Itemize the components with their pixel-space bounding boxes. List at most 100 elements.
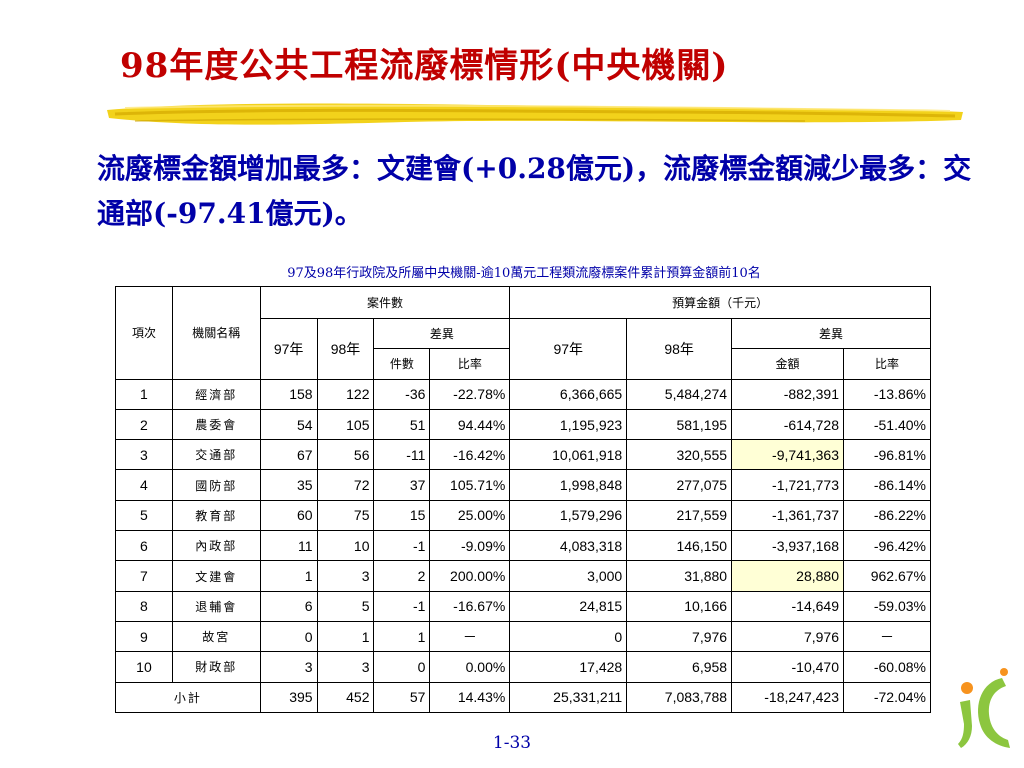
cell-cases-ratio: 94.44% <box>429 408 511 441</box>
header-cases-98: 98年 <box>316 318 375 380</box>
cell-budget-97: 17,428 <box>509 651 628 683</box>
cell-budget-98: 5,484,274 <box>626 378 733 410</box>
cell-rank: 10 <box>115 651 173 683</box>
cell-budget-98: 31,880 <box>626 560 733 592</box>
cell-rank: 7 <box>115 560 173 592</box>
subtotal-label: 小計 <box>115 681 261 713</box>
cell-cases-diff: 37 <box>373 469 431 501</box>
cell-cases-98: 5 <box>316 590 375 622</box>
cell-cases-97: 11 <box>259 530 318 562</box>
cell-budget-ratio: -51.40% <box>843 408 931 441</box>
cell-cases-97: 3 <box>259 651 318 683</box>
cell-budget-97: 1,998,848 <box>509 469 628 501</box>
cell-budget-97: 3,000 <box>509 560 628 592</box>
subtotal-cases-98: 452 <box>316 681 375 713</box>
table-row: 6 內政部 11 10 -1 -9.09% 4,083,318 146,150 … <box>115 530 931 562</box>
cell-cases-diff: -1 <box>373 590 431 622</box>
cell-cases-diff: -36 <box>373 378 431 410</box>
cell-budget-ratio: 962.67% <box>843 560 931 592</box>
cell-cases-97: 6 <box>259 590 318 622</box>
table-row: 7 文建會 1 3 2 200.00% 3,000 31,880 28,880 … <box>115 560 931 592</box>
cell-cases-diff: 51 <box>373 408 431 441</box>
cell-budget-ratio: -96.81% <box>843 439 931 471</box>
header-budget: 預算金額（千元） <box>509 286 931 319</box>
cell-cases-98: 75 <box>316 499 375 532</box>
cell-budget-diff: -10,470 <box>731 651 844 683</box>
cell-agency: 經濟部 <box>171 378 261 410</box>
header-cases-ratio: 比率 <box>429 348 511 380</box>
cell-cases-98: 1 <box>316 620 375 653</box>
header-cases-count: 件數 <box>373 348 431 380</box>
cell-rank: 2 <box>115 408 173 441</box>
cell-budget-97: 24,815 <box>509 590 628 622</box>
cell-cases-97: 1 <box>259 560 318 592</box>
cell-rank: 8 <box>115 590 173 622</box>
cell-cases-diff: 0 <box>373 651 431 683</box>
cell-agency: 內政部 <box>171 530 261 562</box>
cell-budget-98: 217,559 <box>626 499 733 532</box>
cell-cases-diff: -11 <box>373 439 431 471</box>
cell-cases-98: 3 <box>316 560 375 592</box>
header-budget-amount: 金額 <box>731 348 844 380</box>
table-caption: 97及98年行政院及所屬中央機關-逾10萬元工程類流廢標案件累計預算金額前10名 <box>287 266 761 281</box>
header-budget-98: 98年 <box>626 318 733 380</box>
table-row: 9 故宮 0 1 1 － 0 7,976 7,976 － <box>115 620 931 653</box>
cell-budget-98: 581,195 <box>626 408 733 441</box>
cell-agency: 交通部 <box>171 439 261 471</box>
cell-agency: 國防部 <box>171 469 261 501</box>
cell-cases-97: 0 <box>259 620 318 653</box>
cell-rank: 3 <box>115 439 173 471</box>
table-row: 2 農委會 54 105 51 94.44% 1,195,923 581,195… <box>115 408 931 441</box>
page-number: 1-33 <box>492 733 532 753</box>
subtotal-cases-97: 395 <box>259 681 318 713</box>
cell-agency: 退輔會 <box>171 590 261 622</box>
cell-budget-diff-highlighted: -9,741,363 <box>731 439 844 471</box>
table-row: 10 財政部 3 3 0 0.00% 17,428 6,958 -10,470 … <box>115 651 931 683</box>
cell-budget-diff: -882,391 <box>731 378 844 410</box>
cell-cases-ratio: 0.00% <box>429 651 511 683</box>
cell-budget-ratio: -86.22% <box>843 499 931 532</box>
cell-cases-ratio: -16.42% <box>429 439 511 471</box>
cell-agency: 故宮 <box>171 620 261 653</box>
subtotal-budget-98: 7,083,788 <box>626 681 733 713</box>
cell-budget-98: 320,555 <box>626 439 733 471</box>
slide-subtitle: 流廢標金額增加最多：文建會(+0.28億元)，流廢標金額減少最多：交通部(-97… <box>97 152 972 230</box>
cell-cases-97: 60 <box>259 499 318 532</box>
cell-cases-diff: 1 <box>373 620 431 653</box>
subtotal-row: 小計 395 452 57 14.43% 25,331,211 7,083,78… <box>115 681 931 713</box>
cell-cases-98: 105 <box>316 408 375 441</box>
cell-rank: 1 <box>115 378 173 410</box>
cell-rank: 9 <box>115 620 173 653</box>
cell-rank: 6 <box>115 530 173 562</box>
cell-cases-ratio: -9.09% <box>429 530 511 562</box>
cell-budget-98: 146,150 <box>626 530 733 562</box>
cell-budget-ratio: － <box>843 620 931 653</box>
cell-cases-97: 158 <box>259 378 318 410</box>
cell-cases-ratio: -22.78% <box>429 378 511 410</box>
cell-cases-98: 56 <box>316 439 375 471</box>
cell-cases-diff: 15 <box>373 499 431 532</box>
header-rank: 項次 <box>115 286 173 380</box>
header-cases: 案件數 <box>259 286 511 319</box>
header-cases-diff: 差異 <box>373 317 511 350</box>
cell-cases-97: 54 <box>259 408 318 441</box>
cell-budget-diff: -1,721,773 <box>731 469 844 501</box>
table-row: 3 交通部 67 56 -11 -16.42% 10,061,918 320,5… <box>115 439 931 471</box>
cell-budget-98: 10,166 <box>626 590 733 622</box>
cell-cases-ratio: － <box>429 620 511 653</box>
cell-budget-97: 6,366,665 <box>509 378 628 410</box>
slide-title: 98年度公共工程流廢標情形(中央機關) <box>120 46 729 86</box>
cell-agency: 財政部 <box>171 651 261 683</box>
cell-budget-diff: 7,976 <box>731 620 844 653</box>
cell-budget-97: 10,061,918 <box>509 439 628 471</box>
cell-rank: 4 <box>115 469 173 501</box>
cell-budget-ratio: -96.42% <box>843 530 931 562</box>
subtotal-cases-diff: 57 <box>373 681 431 713</box>
subtotal-budget-ratio: -72.04% <box>843 681 931 713</box>
table-row: 4 國防部 35 72 37 105.71% 1,998,848 277,075… <box>115 469 931 501</box>
header-cases-97: 97年 <box>259 318 318 380</box>
cell-cases-98: 3 <box>316 651 375 683</box>
cell-agency: 文建會 <box>171 560 261 592</box>
header-budget-ratio: 比率 <box>843 348 931 380</box>
cell-budget-97: 1,579,296 <box>509 499 628 532</box>
